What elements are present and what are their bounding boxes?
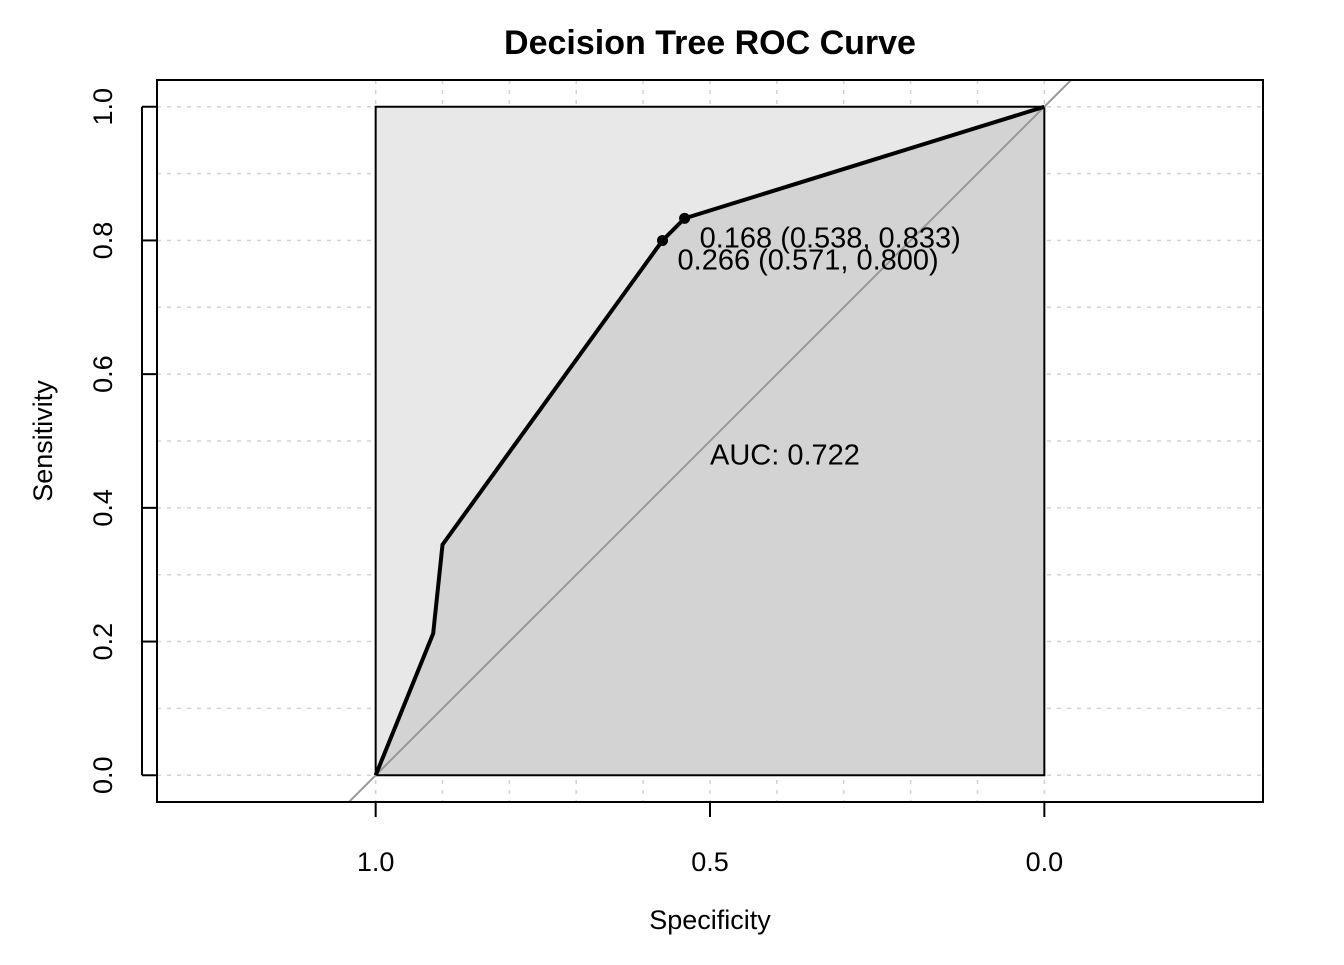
chart-title: Decision Tree ROC Curve (504, 24, 916, 62)
threshold-label: 0.168 (0.538, 0.833) (700, 222, 961, 254)
chance-diagonal (347, 80, 1073, 802)
y-tick-label: 0.4 (88, 489, 118, 527)
x-tick-label: 0.0 (1026, 847, 1064, 877)
x-tick-label: 1.0 (357, 847, 395, 877)
threshold-point (679, 212, 691, 224)
auc-polygon-border (374, 105, 1046, 777)
y-tick-label: 1.0 (88, 88, 118, 126)
y-tick-label: 0.6 (88, 355, 118, 393)
y-tick-label: 0.8 (88, 222, 118, 260)
y-tick-label: 0.2 (88, 623, 118, 661)
threshold-point (657, 234, 669, 246)
roc-curve-line (373, 104, 1045, 777)
y-tick-label: 0.0 (88, 756, 118, 794)
y-axis-label: Sensitivity (28, 380, 58, 502)
threshold-label: 0.266 (0.571, 0.800) (678, 244, 939, 276)
x-axis-label: Specificity (649, 905, 771, 935)
diagonal-group (347, 80, 1073, 802)
x-tick-label: 0.5 (691, 847, 729, 877)
auc-label: AUC: 0.722 (710, 439, 860, 471)
